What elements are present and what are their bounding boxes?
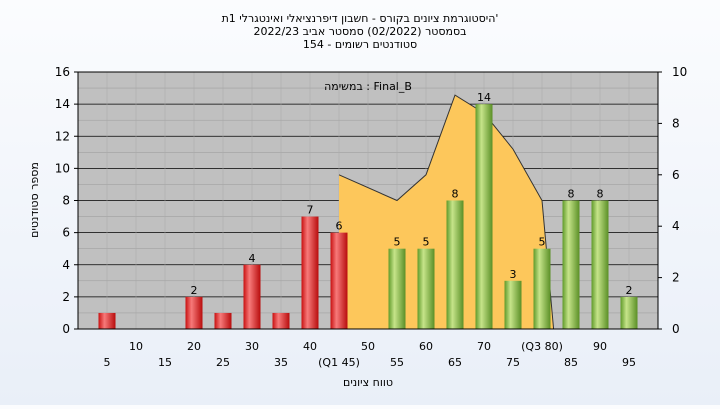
y-tick-label: 0 [62,322,70,336]
x-tick-label: 95 [622,356,636,369]
data-label-85: 8 [568,188,575,201]
x-tick-label: 50 [361,340,375,353]
data-label-45: 6 [336,220,343,233]
x-tick-label: 60 [419,340,433,353]
bar-80 [533,248,551,329]
y-tick-label: 14 [55,97,70,111]
y2-tick-label: 2 [672,271,680,285]
chart-title-line-3: סטודנטים רשומים - 154 [303,38,417,51]
x-tick-label: 25 [216,356,230,369]
y-tick-label: 2 [62,290,70,304]
data-label-70: 14 [477,91,491,104]
y-tick-label: 16 [55,65,70,79]
bar-5 [98,312,116,329]
bar-45 [330,232,348,329]
x-tick-label: 5 [104,356,111,369]
bar-20 [185,296,203,329]
data-label-20: 2 [191,284,198,297]
y2-tick-label: 6 [672,168,680,182]
x-tick-label: 55 [390,356,404,369]
chart-title-line-2: בסמסטר (02/2022) סמסטר אביב 2022/23 [253,25,466,38]
x-tick-label: (Q3 80) [521,340,563,353]
chart-title-line-1: היסטוגרמת ציונים בקורס - חשבון דיפרנציאל… [222,12,499,25]
y-axis: 0 2 4 6 8 10 12 14 16 [55,65,78,336]
y-tick-label: 10 [55,161,70,175]
bar-65 [446,200,464,329]
y2-tick-label: 8 [672,116,680,130]
data-label-65: 8 [452,188,459,201]
y-tick-label: 12 [55,129,70,143]
x-axis: 5 10 15 20 25 30 35 40(Q1 45)50 55 60 65 70 75(Q3 80… [104,340,637,369]
x-tick-label: 30 [245,340,259,353]
y2-tick-label: 0 [672,322,680,336]
y-tick-label: 6 [62,226,70,240]
bar-25 [214,312,232,329]
y2-axis: 0 2 4 6 8 10 [658,65,687,336]
data-label-95: 2 [626,284,633,297]
y-axis-label: מספר סטודנטים [28,162,41,238]
y2-tick-label: 4 [672,219,680,233]
x-tick-label: 70 [477,340,491,353]
bar-series [98,104,638,329]
x-tick-label: 20 [187,340,201,353]
task-annotation: במשימה : Final_B [324,80,412,93]
area-line [338,94,555,330]
x-tick-label: 75 [506,356,520,369]
y2-tick-label: 10 [672,65,687,79]
bar-95 [620,296,638,329]
bar-35 [272,312,290,329]
bar-70 [475,104,493,329]
data-label-30: 4 [249,252,256,265]
data-labels: 2 4 7 6 5 5 8 14 3 5 8 8 2 [191,91,633,297]
data-label-75: 3 [510,268,517,281]
y-tick-label: 4 [62,258,70,272]
data-label-60: 5 [423,236,430,249]
bar-40 [301,216,319,329]
x-tick-label: 65 [448,356,462,369]
x-tick-label: 90 [593,340,607,353]
x-tick-label: 15 [158,356,172,369]
bar-60 [417,248,435,329]
data-label-90: 8 [597,188,604,201]
bar-90 [591,200,609,329]
x-tick-label: (Q1 45) [318,356,360,369]
bar-85 [562,200,580,329]
x-tick-label: 35 [274,356,288,369]
x-tick-label: 10 [129,340,143,353]
y-tick-label: 8 [62,194,70,208]
data-label-40: 7 [307,204,314,217]
x-axis-label: טווח ציונים [343,376,393,389]
data-label-55: 5 [394,236,401,249]
x-tick-label: 85 [564,356,578,369]
data-label-80: 5 [539,236,546,249]
bar-30 [243,264,261,329]
bar-55 [388,248,406,329]
x-tick-label: 40 [303,340,317,353]
bar-75 [504,280,522,329]
